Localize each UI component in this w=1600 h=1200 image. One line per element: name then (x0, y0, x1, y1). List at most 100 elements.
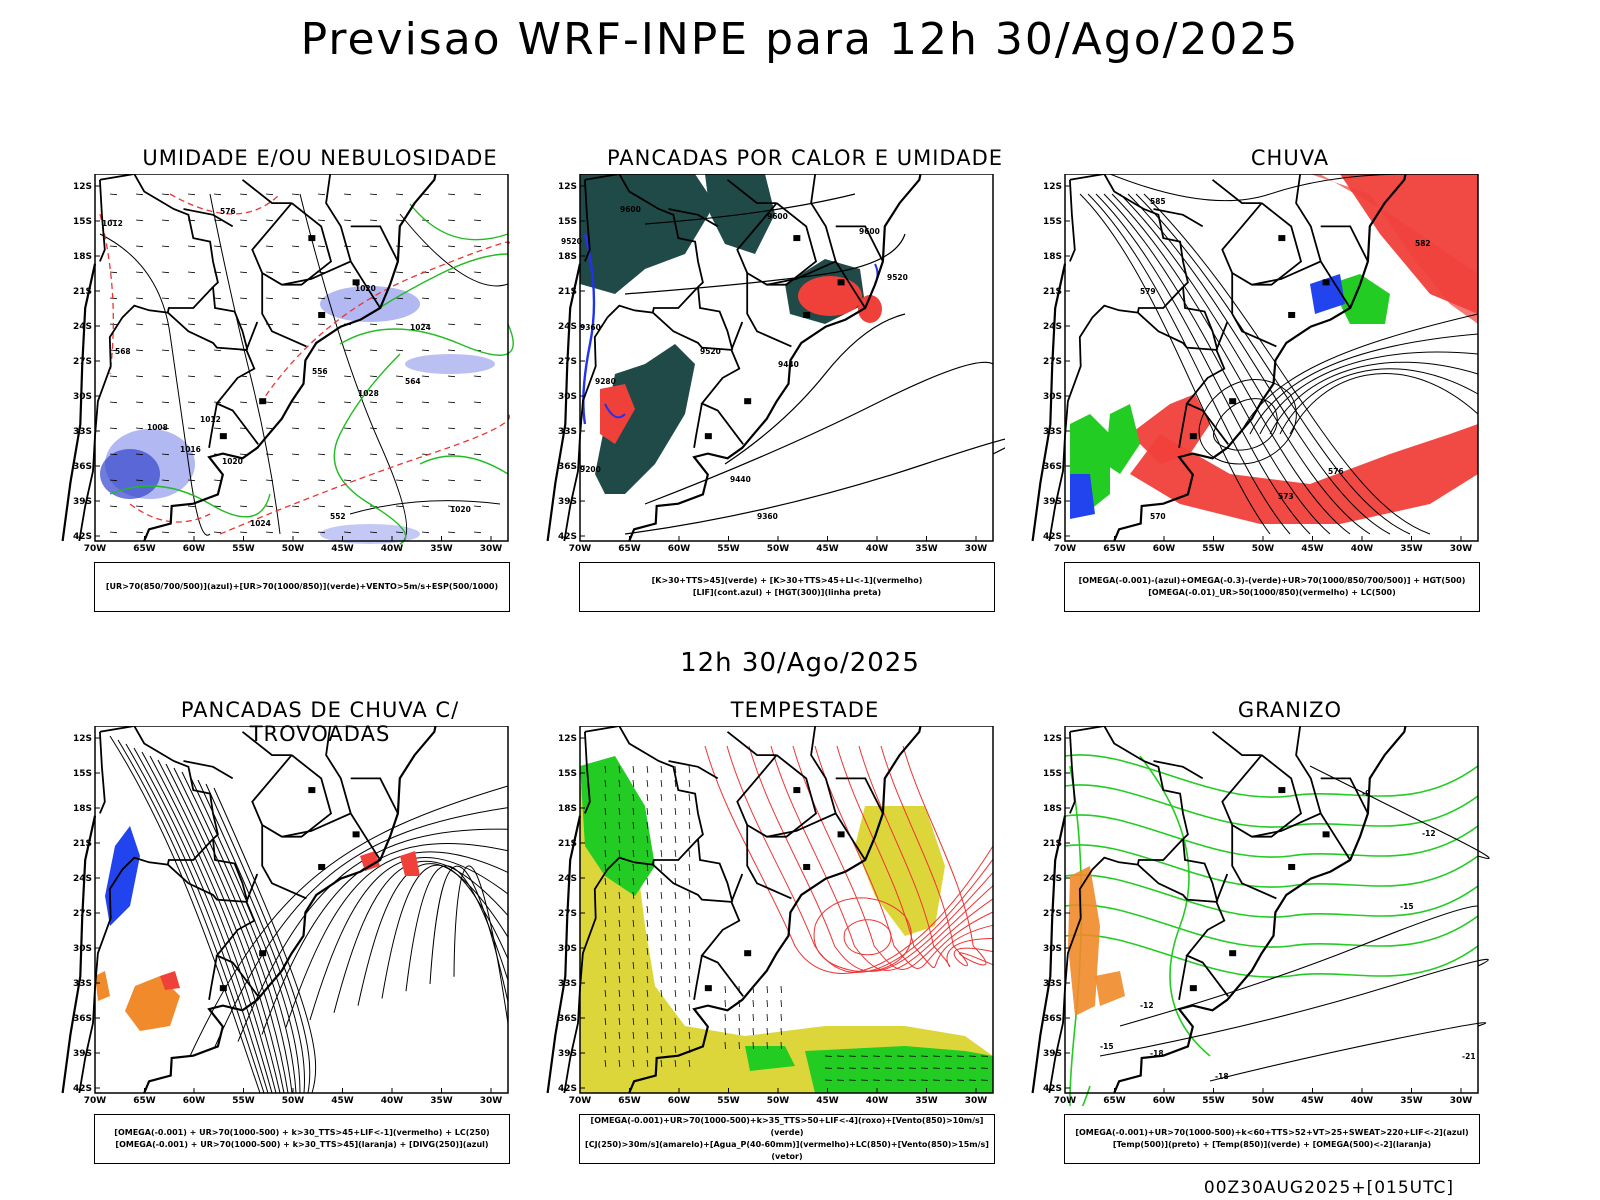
wind-vector (369, 401, 378, 404)
height-contour (1135, 193, 1411, 535)
wind-vector (265, 349, 274, 352)
temp850-contour-green (1064, 814, 1479, 858)
lat-label: 39S (73, 1049, 92, 1059)
wind-vector (618, 1059, 621, 1067)
border-line (1153, 760, 1204, 780)
humidity-contour-green (409, 203, 509, 241)
lon-label: 40W (866, 1096, 889, 1106)
wind-vector (660, 849, 663, 857)
wind-vector (109, 479, 118, 482)
map-trovoadas: 12S 15S 18S 21S 24S 27S 30S 33S 36S 39S 42S 70W 65W 6… (61, 726, 509, 1106)
streamline (197, 779, 305, 1094)
wind-vector (109, 453, 118, 456)
coastline-east (1113, 174, 1407, 542)
border-line (1069, 174, 1189, 288)
wind-vector (369, 531, 378, 534)
border-line (215, 349, 259, 445)
wind-vector (660, 779, 663, 787)
border-line (1215, 873, 1229, 903)
wind-vector (135, 531, 144, 534)
lake-mark (1189, 433, 1197, 440)
lat-label: 15S (558, 217, 577, 227)
wind-vector (291, 219, 300, 222)
wind-vector (109, 271, 118, 274)
instability-area-green (595, 344, 695, 494)
contour-label: 568 (115, 347, 131, 356)
wind-vector (239, 271, 248, 274)
wind-vector (618, 863, 621, 871)
lake-mark (1322, 831, 1330, 838)
border-line (1182, 286, 1219, 351)
wind-area-green (745, 1046, 795, 1071)
coastline-west (1031, 263, 1067, 542)
wind-vector (291, 453, 300, 456)
wind-vector (604, 1003, 607, 1011)
streamline-red (880, 745, 994, 967)
lon-label: 60W (183, 544, 206, 554)
wind-vector (291, 323, 300, 326)
wind-vector (395, 271, 404, 274)
lon-label: 35W (430, 1096, 453, 1106)
lake-mark (318, 863, 326, 870)
coastline-east (143, 726, 437, 1094)
lon-label: 65W (133, 1096, 156, 1106)
contour-label: 1028 (358, 389, 379, 398)
contour-label: 9600 (620, 205, 641, 214)
lake-mark (744, 950, 752, 957)
lon-label: 30W (965, 544, 988, 554)
wind-vector (674, 1003, 677, 1011)
contour-label: 1020 (450, 505, 471, 514)
wind-vector (291, 401, 300, 404)
lon-label: 60W (183, 1096, 206, 1106)
wind-vector (421, 245, 430, 248)
border-line (697, 838, 734, 903)
lat-label: 12S (73, 182, 92, 192)
lon-label: 30W (480, 544, 503, 554)
wind-vector (688, 821, 691, 829)
wind-vector (660, 1031, 663, 1039)
wind-vector (265, 531, 274, 534)
rain-area-red (1130, 424, 1478, 524)
lake-mark (219, 433, 227, 440)
streamline (125, 743, 269, 1094)
wind-vector (632, 1059, 635, 1067)
border-line (99, 174, 219, 288)
lon-label: 55W (717, 1096, 740, 1106)
lon-label: 55W (717, 544, 740, 554)
wind-vector (660, 863, 663, 871)
wind-vector (187, 245, 196, 248)
panel-granizo: GRANIZO -9 -12 -15 -15 -18 -18 -21 -12 12S 15S 18S… (1010, 698, 1490, 1188)
wind-vector (660, 905, 663, 913)
height-contour (644, 193, 856, 225)
lat-label: 18S (73, 804, 92, 814)
border-line (1215, 321, 1229, 351)
map-frame (94, 174, 509, 542)
lon-label: 60W (668, 544, 691, 554)
wind-vector (395, 297, 404, 300)
rain-area-red (1130, 394, 1210, 464)
border-line (241, 179, 292, 204)
coastline-east (628, 174, 922, 542)
coastline-west (1031, 815, 1067, 1094)
wind-vector (688, 835, 691, 843)
wind-vector (161, 219, 170, 222)
wind-vector (317, 219, 326, 222)
wind-vector (632, 877, 635, 885)
wind-vector (604, 1017, 607, 1025)
wind-vector (291, 271, 300, 274)
lake-mark (1278, 787, 1286, 794)
height-contour (1087, 193, 1291, 535)
temp850-contour-green (1064, 754, 1479, 798)
wind-vector (688, 863, 691, 871)
lat-label: 24S (558, 322, 577, 332)
lon-label: 60W (1153, 1096, 1176, 1106)
wind-vector (447, 271, 456, 274)
wind-vector (660, 919, 663, 927)
streamline-red (770, 745, 994, 971)
temp500-contour (1209, 1022, 1487, 1082)
border-line (766, 260, 866, 309)
lat-label: 12S (558, 182, 577, 192)
contour-label: 9520 (561, 237, 582, 246)
border-line (78, 304, 168, 542)
contour-label: 1020 (355, 284, 376, 293)
